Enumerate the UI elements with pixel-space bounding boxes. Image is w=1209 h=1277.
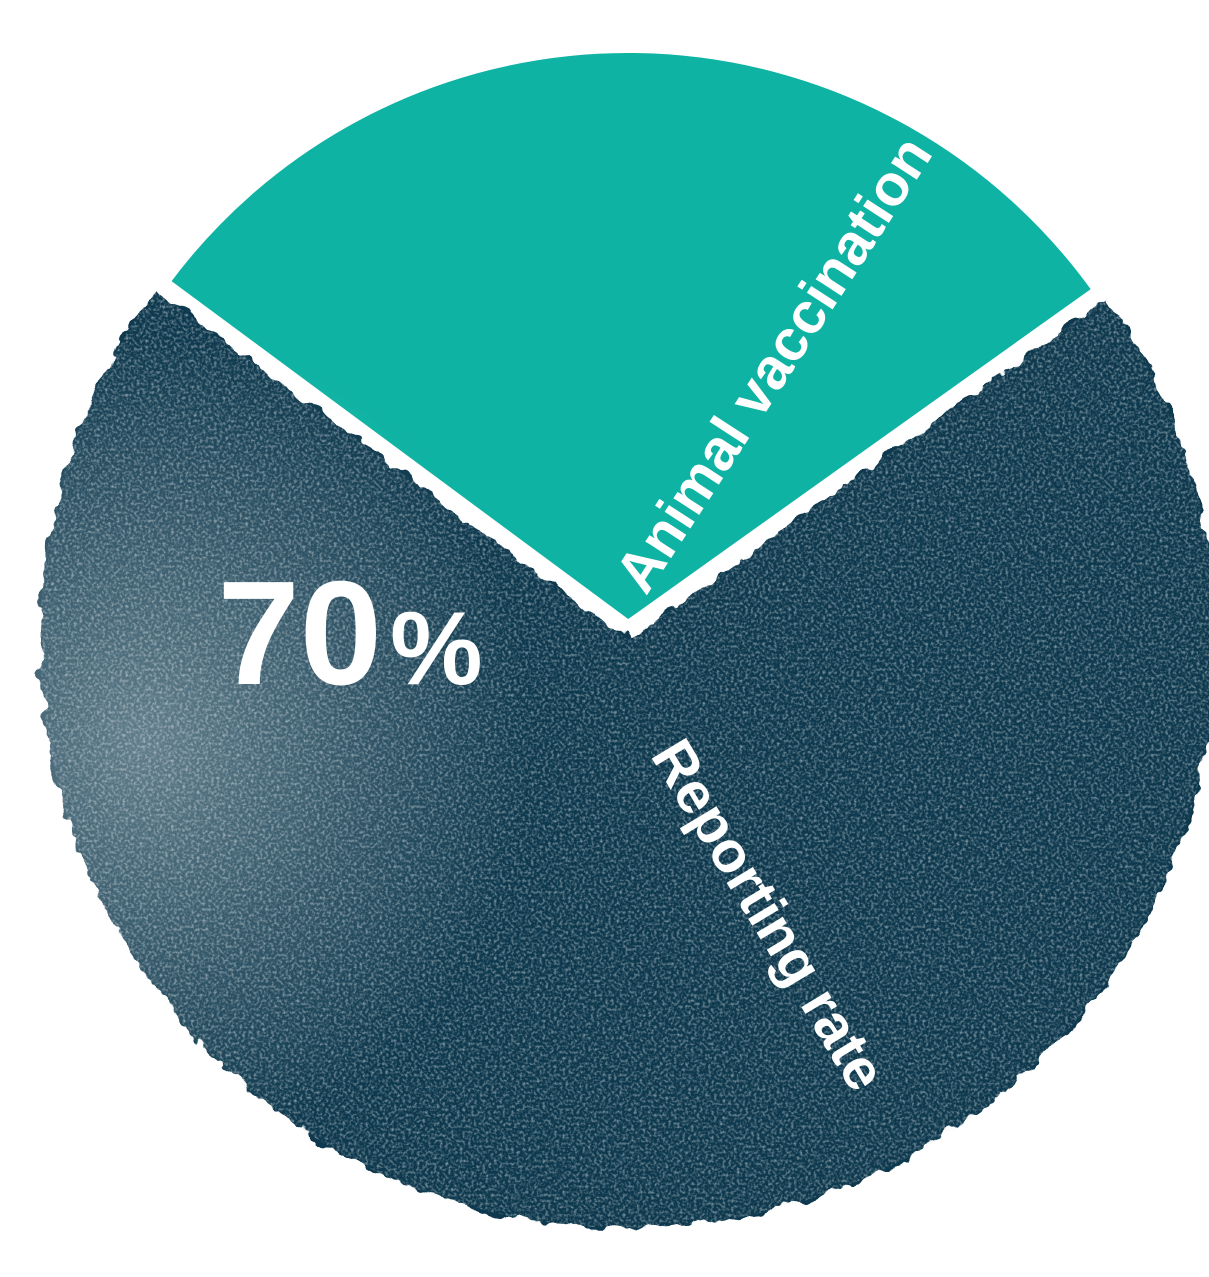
- slice-value-number: 70: [217, 551, 382, 716]
- slice-value-label: 70%: [217, 551, 482, 716]
- slice-value-unit: %: [390, 591, 482, 707]
